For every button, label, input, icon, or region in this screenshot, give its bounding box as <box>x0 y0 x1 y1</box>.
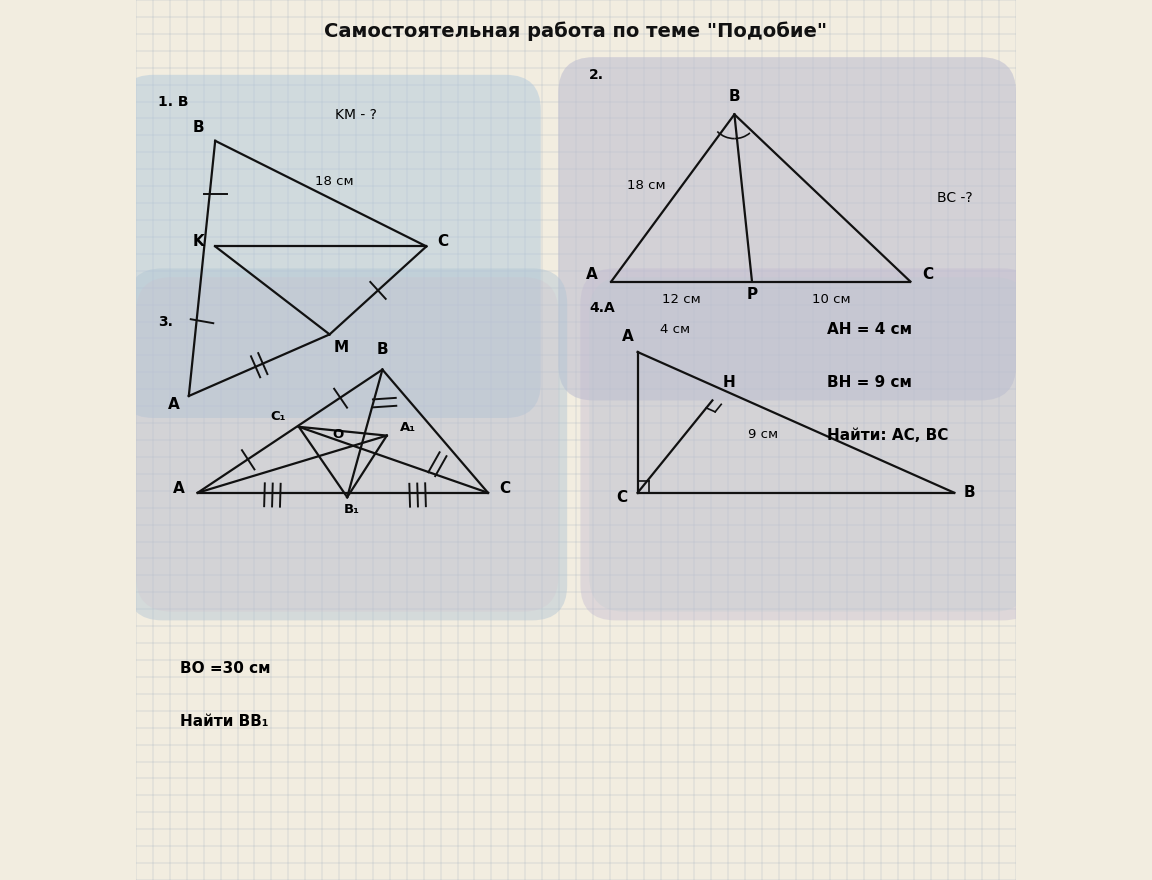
Text: O: O <box>333 429 344 441</box>
Text: KM - ?: KM - ? <box>335 107 377 121</box>
FancyBboxPatch shape <box>136 277 559 612</box>
Text: B: B <box>194 120 205 135</box>
Text: BH = 9 см: BH = 9 см <box>827 375 911 390</box>
Text: P: P <box>746 287 758 302</box>
Text: 1. B: 1. B <box>158 94 189 108</box>
Text: Найти BB₁: Найти BB₁ <box>180 714 268 729</box>
Text: 3.: 3. <box>158 314 173 328</box>
FancyBboxPatch shape <box>127 268 567 620</box>
Text: AH = 4 см: AH = 4 см <box>827 322 911 337</box>
Text: 18 см: 18 см <box>627 180 666 192</box>
Text: A: A <box>168 397 180 412</box>
FancyBboxPatch shape <box>119 75 540 418</box>
Text: C: C <box>616 489 627 504</box>
Text: A: A <box>621 329 634 344</box>
FancyBboxPatch shape <box>589 277 1029 612</box>
Text: 2.: 2. <box>589 68 604 82</box>
Text: M: M <box>334 340 349 355</box>
FancyBboxPatch shape <box>581 268 1038 620</box>
Text: 4 см: 4 см <box>660 323 690 335</box>
Text: B: B <box>963 485 975 500</box>
Text: 12 см: 12 см <box>662 293 700 305</box>
Text: 10 см: 10 см <box>812 293 850 305</box>
Text: Найти: AC, BC: Найти: AC, BC <box>827 428 948 443</box>
Text: 9 см: 9 см <box>748 428 778 441</box>
Text: B₁: B₁ <box>343 503 359 516</box>
Text: C: C <box>437 234 448 249</box>
Text: A: A <box>586 267 598 282</box>
Text: 4.A: 4.A <box>589 301 615 315</box>
Text: A₁: A₁ <box>400 422 416 434</box>
Text: C: C <box>500 480 510 495</box>
Text: 18 см: 18 см <box>314 175 354 187</box>
Text: Самостоятельная работа по теме "Подобие": Самостоятельная работа по теме "Подобие" <box>325 21 827 40</box>
Text: A: A <box>173 480 184 495</box>
Text: C₁: C₁ <box>270 410 286 422</box>
Text: C: C <box>922 267 933 282</box>
Text: H: H <box>723 375 736 390</box>
Text: B: B <box>728 89 741 104</box>
FancyBboxPatch shape <box>559 57 1016 400</box>
Text: K: K <box>192 234 205 249</box>
Text: BO =30 см: BO =30 см <box>180 661 271 676</box>
FancyBboxPatch shape <box>559 57 1016 400</box>
Text: BC -?: BC -? <box>937 191 972 205</box>
Text: B: B <box>377 341 388 356</box>
